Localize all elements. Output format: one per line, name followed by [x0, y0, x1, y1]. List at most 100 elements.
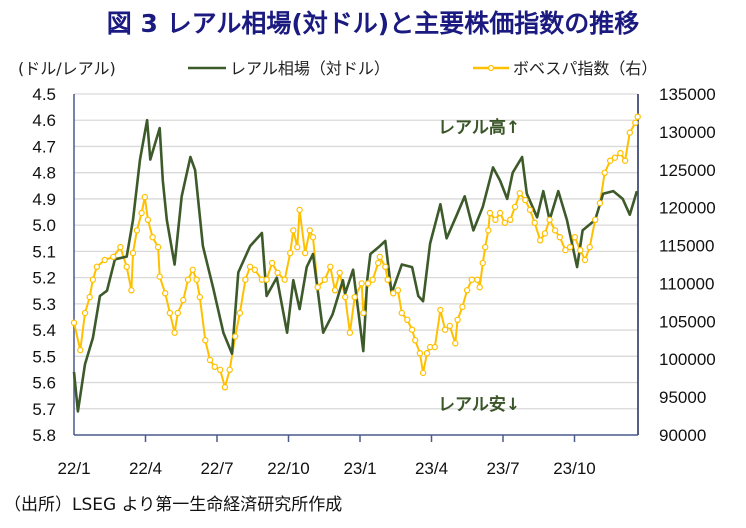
- left-tick-label: 5.8: [32, 426, 56, 445]
- data-point-bovespa: [476, 284, 483, 291]
- data-point-bovespa: [632, 119, 639, 127]
- data-point-bovespa: [287, 249, 294, 257]
- data-point-bovespa: [174, 309, 181, 317]
- x-tick-label: 22/10: [267, 459, 310, 478]
- data-point-bovespa: [156, 273, 163, 280]
- left-tick-label: 5.0: [32, 216, 56, 235]
- data-point-bovespa: [346, 329, 354, 336]
- data-point-bovespa: [216, 366, 224, 373]
- data-point-bovespa: [274, 269, 281, 276]
- data-point-bovespa: [526, 206, 534, 214]
- data-point-bovespa: [452, 340, 459, 347]
- data-point-bovespa: [309, 233, 317, 241]
- left-tick-label: 5.7: [32, 400, 56, 419]
- data-point-bovespa: [364, 280, 372, 287]
- data-point-bovespa: [171, 329, 178, 336]
- data-point-bovespa: [446, 322, 453, 330]
- data-point-bovespa: [398, 309, 405, 317]
- data-point-bovespa: [93, 263, 101, 270]
- data-point-bovespa: [566, 243, 574, 251]
- data-point-bovespa: [189, 266, 196, 273]
- data-point-bovespa: [336, 269, 343, 276]
- data-point-bovespa: [242, 276, 249, 283]
- data-point-bovespa: [516, 190, 524, 197]
- data-point-bovespa: [634, 113, 641, 120]
- left-tick-label: 4.6: [32, 111, 56, 130]
- data-point-bovespa: [511, 203, 519, 211]
- right-tick-label: 130000: [659, 123, 716, 142]
- left-tick-label: 5.6: [32, 374, 56, 393]
- data-point-bovespa: [601, 169, 608, 176]
- data-point-bovespa: [431, 343, 438, 351]
- data-point-bovespa: [607, 157, 614, 164]
- right-tick-label: 125000: [659, 161, 716, 180]
- data-point-bovespa: [161, 290, 169, 297]
- data-point-bovespa: [226, 366, 233, 373]
- data-point-bovespa: [416, 350, 424, 357]
- data-point-bovespa: [562, 246, 569, 254]
- x-tick-label: 23/10: [553, 459, 596, 478]
- x-tick-label: 23/1: [343, 459, 376, 478]
- data-point-bovespa: [246, 263, 254, 270]
- data-point-bovespa: [110, 253, 117, 261]
- right-tick-label: 135000: [659, 85, 716, 104]
- data-point-bovespa: [486, 209, 494, 217]
- tick-labels: 4.5 4.6 4.7 4.8 4.9 5.0 5.1 5.2 5.3 5.4 5.5 5.6 5.7 5…: [32, 85, 715, 478]
- data-point-bovespa: [412, 337, 419, 344]
- data-point-bovespa: [101, 256, 108, 264]
- right-tick-label: 105000: [659, 312, 716, 331]
- data-point-bovespa: [149, 233, 156, 241]
- data-point-bovespa: [482, 243, 489, 251]
- data-point-bovespa: [556, 233, 564, 241]
- data-point-bovespa: [221, 384, 229, 391]
- data-point-bovespa: [592, 216, 599, 223]
- left-tick-label: 5.2: [32, 269, 56, 288]
- data-point-bovespa: [375, 259, 382, 267]
- right-tick-label: 100000: [659, 350, 716, 369]
- data-point-bovespa: [138, 209, 145, 217]
- data-point-bovespa: [611, 154, 619, 161]
- data-point-bovespa: [382, 263, 389, 270]
- data-point-bovespa: [351, 293, 358, 301]
- data-point-bovespa: [437, 306, 444, 314]
- left-tick-label: 5.1: [32, 242, 56, 261]
- data-point-bovespa: [507, 216, 514, 223]
- legend-marker-bovespa: [487, 64, 495, 72]
- data-point-bovespa: [541, 230, 549, 237]
- data-point-bovespa: [342, 293, 349, 301]
- annotation-real-down: レアル安↓: [438, 394, 520, 415]
- left-tick-label: 5.4: [32, 321, 56, 340]
- data-point-bovespa: [141, 193, 148, 201]
- legend-label-bovespa: ボベスパ指数（右）: [513, 59, 657, 78]
- left-tick-label: 4.8: [32, 164, 56, 183]
- data-point-bovespa: [546, 216, 553, 223]
- data-point-bovespa: [154, 243, 162, 251]
- data-point-bovespa: [129, 249, 137, 257]
- left-axis-label: (ドル/レアル): [18, 59, 116, 78]
- data-point-bovespa: [231, 333, 239, 340]
- left-tick-label: 4.7: [32, 137, 56, 156]
- data-point-bovespa: [577, 246, 584, 254]
- data-point-bovespa: [492, 216, 499, 223]
- data-point-bovespa: [180, 296, 187, 304]
- data-point-bovespa: [331, 287, 339, 294]
- data-point-bovespa: [454, 316, 461, 323]
- annotation-real-up: レアル高↑: [438, 117, 520, 138]
- x-tick-label: 22/4: [129, 459, 162, 478]
- data-point-bovespa: [479, 259, 486, 267]
- data-point-bovespa: [133, 227, 141, 234]
- data-point-bovespa: [81, 309, 89, 317]
- data-point-bovespa: [184, 276, 192, 283]
- right-tick-label: 90000: [659, 426, 706, 445]
- data-point-bovespa: [376, 253, 383, 261]
- data-point-bovespa: [463, 287, 471, 294]
- x-tick-label: 22/7: [200, 459, 233, 478]
- data-point-bovespa: [485, 227, 492, 234]
- data-point-bovespa: [581, 256, 589, 264]
- data-point-bovespa: [206, 356, 214, 364]
- data-point-bovespa: [327, 263, 334, 270]
- left-tick-label: 4.9: [32, 190, 56, 209]
- data-point-bovespa: [501, 219, 508, 226]
- data-point-bovespa: [306, 227, 313, 234]
